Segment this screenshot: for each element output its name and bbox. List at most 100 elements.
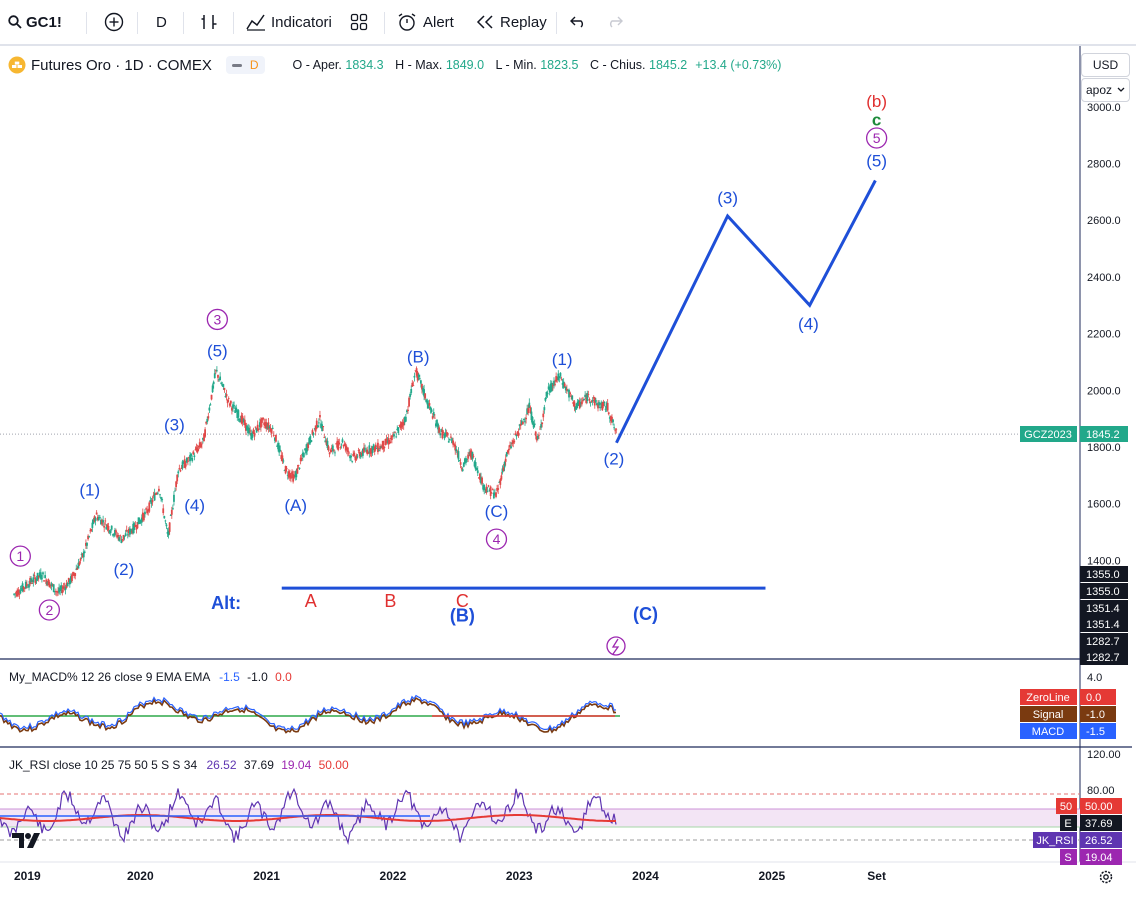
- candle-body: [386, 441, 389, 443]
- candle-body: [167, 530, 170, 536]
- price-value-tag: [1080, 649, 1128, 665]
- candle-body: [139, 519, 142, 522]
- data-status-letter: D: [249, 58, 259, 72]
- scale-select[interactable]: apoz: [1081, 78, 1130, 102]
- candle-body: [79, 558, 82, 561]
- candle-body: [372, 444, 375, 448]
- symbol-search-button[interactable]: GC1!: [8, 0, 62, 44]
- candle-body: [121, 539, 124, 541]
- candle-body: [299, 457, 302, 461]
- candle-body: [345, 449, 348, 451]
- indicators-button[interactable]: Indicatori: [246, 0, 332, 44]
- candle-body: [587, 394, 590, 395]
- candle-body: [72, 571, 74, 576]
- candle-body: [295, 470, 298, 478]
- candle-body: [278, 445, 281, 453]
- candle-body: [516, 431, 519, 435]
- candle-body: [144, 511, 146, 515]
- interval-button[interactable]: D: [156, 13, 167, 31]
- candle-body: [323, 437, 326, 439]
- candle-body: [105, 526, 108, 530]
- alert-button[interactable]: Alert: [397, 0, 454, 44]
- candle-body: [262, 417, 264, 420]
- candle-body: [399, 424, 402, 429]
- rsi-title[interactable]: JK_RSI close 10 25 75 50 5 S S 34: [9, 758, 198, 772]
- chart-title[interactable]: Futures Oro · 1D · COMEX: [31, 56, 212, 74]
- candle-body: [609, 416, 612, 421]
- candle-body: [527, 408, 530, 413]
- candle-body: [223, 387, 226, 391]
- candle-body: [577, 400, 580, 405]
- candle-body: [171, 508, 174, 510]
- candle-body: [163, 516, 166, 519]
- wave-circle: [9, 545, 31, 567]
- undo-button[interactable]: [570, 0, 586, 44]
- candle-body: [560, 379, 563, 381]
- candle-body: [614, 430, 617, 432]
- candle-body: [238, 418, 241, 421]
- macd-title[interactable]: My_MACD% 12 26 close 9 EMA EMA: [9, 670, 210, 684]
- alt-label: B: [384, 591, 396, 611]
- candle-body: [261, 417, 263, 423]
- layouts-button[interactable]: [350, 0, 368, 44]
- candle-body: [125, 529, 128, 532]
- alt-label: A: [305, 591, 317, 611]
- candle-body: [356, 456, 359, 458]
- candle-body: [495, 492, 497, 497]
- candle-body: [439, 433, 442, 436]
- redo-button[interactable]: [607, 0, 623, 44]
- candle-body: [435, 423, 437, 427]
- compare-button[interactable]: [104, 0, 124, 44]
- candle-body: [100, 519, 102, 525]
- candle-body: [196, 448, 199, 453]
- candle-body: [134, 524, 137, 528]
- alt-label: Alt:: [211, 593, 241, 613]
- candle-body: [17, 589, 20, 595]
- data-status-badge[interactable]: D: [225, 56, 265, 74]
- candle-body: [457, 451, 460, 460]
- wave-label: (5): [866, 152, 887, 171]
- candle-body: [469, 451, 472, 456]
- candle-body: [152, 494, 155, 496]
- candle-body: [199, 443, 202, 448]
- candle-body: [187, 460, 189, 462]
- candle-body: [225, 394, 228, 397]
- candle-body: [325, 440, 328, 445]
- wave-circle: [865, 127, 888, 149]
- candle-body: [49, 584, 52, 586]
- candle-body: [327, 446, 330, 451]
- candle-body: [314, 425, 317, 432]
- candle-body: [502, 467, 505, 471]
- candle-body: [396, 428, 399, 431]
- candle-body: [601, 403, 604, 411]
- candle-body: [119, 535, 122, 537]
- gear-icon[interactable]: [1098, 869, 1114, 885]
- top-toolbar: GC1! D Indicatori Alert Replay: [0, 0, 1136, 46]
- candle-body: [53, 591, 56, 593]
- candle-body: [50, 583, 53, 587]
- candle-body: [250, 433, 253, 440]
- rsi-mid-value: 50.00: [318, 758, 349, 772]
- currency-select[interactable]: USD: [1081, 53, 1130, 77]
- replay-button[interactable]: Replay: [476, 0, 547, 44]
- candle-body: [16, 590, 19, 597]
- rsi-value-tag: [1080, 832, 1122, 848]
- candle-body: [275, 434, 277, 442]
- candle-body: [311, 430, 314, 435]
- wave-label: (2): [113, 560, 134, 579]
- candle-body: [131, 530, 133, 534]
- candle-body: [184, 463, 187, 467]
- candle-body: [233, 405, 235, 406]
- candle-body: [92, 519, 95, 524]
- candle-body: [404, 416, 407, 422]
- candle-body: [63, 586, 66, 588]
- chart-type-button[interactable]: [200, 0, 218, 44]
- candle-body: [343, 443, 346, 446]
- candle-body: [284, 466, 287, 474]
- candle-body: [140, 517, 143, 523]
- candle-body: [334, 452, 336, 454]
- rsi-value: 26.52: [206, 758, 237, 772]
- rsi-e-value: 37.69: [243, 758, 274, 772]
- candle-body: [479, 473, 481, 480]
